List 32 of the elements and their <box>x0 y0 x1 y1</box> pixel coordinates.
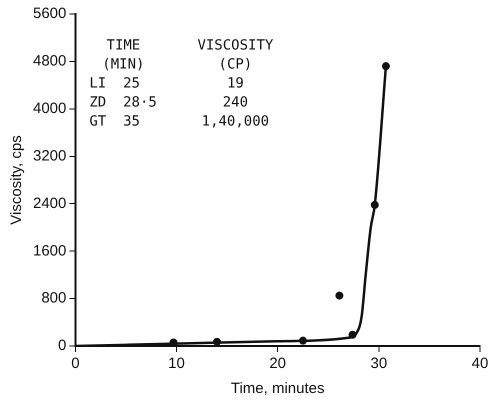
annotation: (MIN) <box>102 56 144 73</box>
annotation: 1,40,000 <box>202 114 270 130</box>
x-tick-label: 40 <box>472 355 488 372</box>
point <box>212 338 221 346</box>
point <box>348 330 357 339</box>
annotation: 19 <box>226 76 244 92</box>
y-tick-label: 5600 <box>32 5 66 22</box>
point <box>298 336 307 345</box>
y-tick-label: 800 <box>41 290 66 307</box>
annotation: TIME <box>106 38 140 54</box>
point <box>335 292 344 300</box>
y-tick-label: 4000 <box>32 100 66 117</box>
annotation: (CP) <box>218 56 252 73</box>
annotation: ZD 28·5 <box>89 94 157 111</box>
annotation: GT 35 <box>89 114 140 130</box>
point <box>382 62 390 70</box>
y-axis-title: Viscosity, cps <box>8 135 26 225</box>
y-tick-label: 4800 <box>32 52 66 70</box>
annotation: 240 <box>222 94 248 111</box>
point <box>370 200 379 209</box>
x-tick-label: 30 <box>370 355 388 372</box>
x-tick-label: 0 <box>71 355 80 372</box>
annotation: VISCOSITY <box>197 38 274 54</box>
x-tick-label: 20 <box>269 355 286 372</box>
y-tick-label: 0 <box>58 337 66 354</box>
x-tick-label: 10 <box>168 355 185 372</box>
y-tick-label: 3200 <box>32 147 66 164</box>
x-axis-title: Time, minutes <box>230 380 325 398</box>
y-tick-label: 1600 <box>32 242 66 260</box>
annotation: LI 25 <box>89 76 140 92</box>
point <box>169 338 178 346</box>
y-tick-label: 2400 <box>32 194 66 212</box>
